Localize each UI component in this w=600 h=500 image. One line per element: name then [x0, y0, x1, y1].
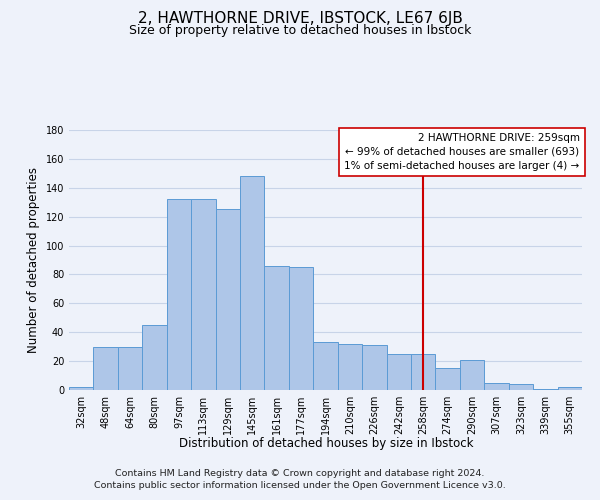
Text: 2, HAWTHORNE DRIVE, IBSTOCK, LE67 6JB: 2, HAWTHORNE DRIVE, IBSTOCK, LE67 6JB [137, 11, 463, 26]
Bar [484, 383, 509, 390]
Bar [240, 176, 265, 390]
Text: Distribution of detached houses by size in Ibstock: Distribution of detached houses by size … [179, 438, 473, 450]
Text: Size of property relative to detached houses in Ibstock: Size of property relative to detached ho… [129, 24, 471, 37]
Text: Contains public sector information licensed under the Open Government Licence v3: Contains public sector information licen… [94, 481, 506, 490]
Bar [557, 387, 582, 390]
Bar [436, 368, 460, 390]
Bar [460, 360, 484, 390]
Bar [509, 384, 533, 390]
Bar [265, 266, 289, 390]
Y-axis label: Number of detached properties: Number of detached properties [27, 167, 40, 353]
Text: Contains HM Land Registry data © Crown copyright and database right 2024.: Contains HM Land Registry data © Crown c… [115, 469, 485, 478]
Bar [167, 200, 191, 390]
Bar [215, 210, 240, 390]
Bar [191, 200, 215, 390]
Bar [362, 345, 386, 390]
Bar [533, 388, 557, 390]
Bar [411, 354, 436, 390]
Bar [118, 346, 142, 390]
Bar [289, 267, 313, 390]
Bar [94, 346, 118, 390]
Bar [338, 344, 362, 390]
Text: 2 HAWTHORNE DRIVE: 259sqm
← 99% of detached houses are smaller (693)
1% of semi-: 2 HAWTHORNE DRIVE: 259sqm ← 99% of detac… [344, 133, 580, 171]
Bar [386, 354, 411, 390]
Bar [313, 342, 338, 390]
Bar [69, 387, 94, 390]
Bar [142, 325, 167, 390]
